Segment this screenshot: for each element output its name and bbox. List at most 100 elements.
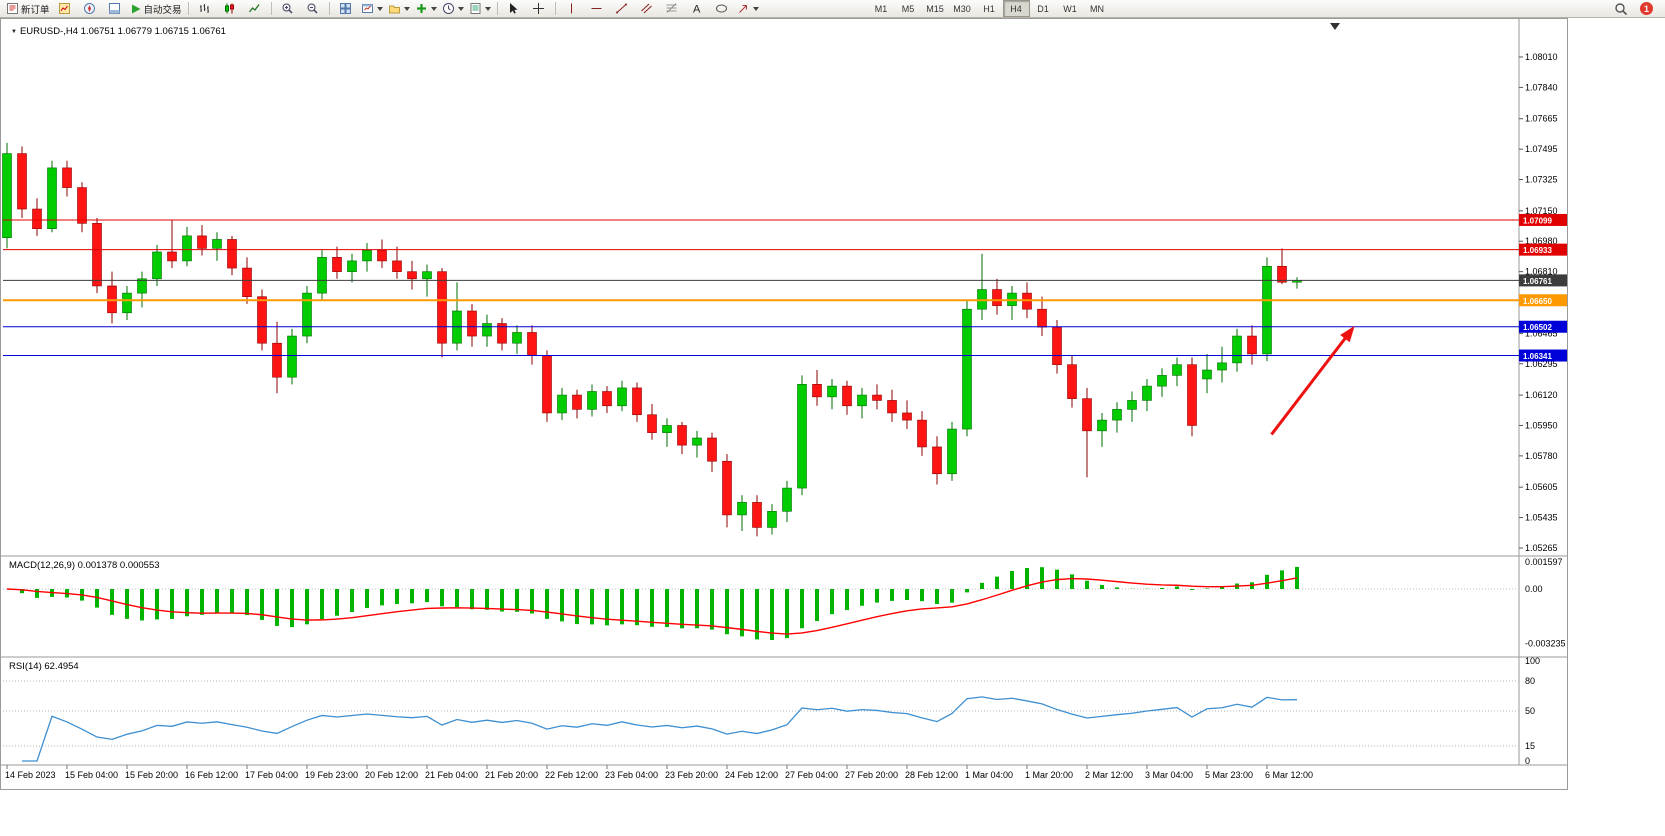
svg-text:1.06295: 1.06295: [1525, 359, 1558, 369]
fibonacci-button[interactable]: [660, 1, 684, 17]
svg-text:0.00: 0.00: [1525, 584, 1543, 594]
svg-text:1.06502: 1.06502: [1523, 323, 1552, 332]
svg-text:1.07099: 1.07099: [1523, 216, 1552, 225]
zoom-in-button[interactable]: [276, 1, 300, 17]
chart-candles-button[interactable]: [218, 1, 242, 17]
svg-text:16 Feb 12:00: 16 Feb 12:00: [185, 770, 238, 780]
crosshair-icon: [533, 3, 545, 14]
zoom-out-icon: [307, 3, 318, 14]
chevron-down-icon: [752, 6, 759, 11]
chevron-down-icon: [430, 6, 437, 11]
svg-text:22 Feb 12:00: 22 Feb 12:00: [545, 770, 598, 780]
cursor-button[interactable]: [502, 1, 526, 17]
svg-text:1.05435: 1.05435: [1525, 513, 1558, 523]
text-tool-icon: A: [693, 4, 701, 16]
line-chart-icon: [249, 4, 260, 13]
new-order-icon: [7, 3, 18, 14]
new-order-button[interactable]: 新订单: [4, 1, 52, 17]
svg-text:23 Feb 04:00: 23 Feb 04:00: [605, 770, 658, 780]
navigator-icon: [84, 3, 96, 14]
candlestick-icon: [225, 3, 235, 14]
new-chart-button[interactable]: [359, 1, 385, 17]
navigator-button[interactable]: [78, 1, 102, 17]
svg-text:1.07840: 1.07840: [1525, 82, 1558, 92]
template-icon: [470, 3, 481, 14]
svg-text:17 Feb 04:00: 17 Feb 04:00: [245, 770, 298, 780]
channel-button[interactable]: [635, 1, 659, 17]
svg-text:21 Feb 20:00: 21 Feb 20:00: [485, 770, 538, 780]
arrows-tool-button[interactable]: [735, 1, 761, 17]
svg-text:0.001597: 0.001597: [1525, 557, 1563, 567]
timeframe-m30-button[interactable]: M30: [953, 3, 971, 14]
svg-text:1.06120: 1.06120: [1525, 390, 1558, 400]
auto-trading-icon: [131, 4, 141, 13]
timeframe-h4-button[interactable]: H4: [1002, 0, 1030, 17]
vline-button[interactable]: [560, 1, 584, 17]
arrow-tool-icon: [738, 5, 747, 13]
svg-text:1.05605: 1.05605: [1525, 482, 1558, 492]
profiles-folder-icon: [388, 5, 400, 14]
svg-text:100: 100: [1525, 656, 1540, 666]
timeframe-m1-button[interactable]: M1: [874, 3, 888, 14]
chart-line-button[interactable]: [243, 1, 267, 17]
clock-icon: [442, 3, 454, 14]
svg-text:1.05780: 1.05780: [1525, 451, 1558, 461]
svg-text:1.07150: 1.07150: [1525, 206, 1558, 216]
crosshair-button[interactable]: [527, 1, 551, 17]
svg-text:24 Feb 12:00: 24 Feb 12:00: [725, 770, 778, 780]
search-button[interactable]: [1609, 1, 1633, 17]
chevron-down-icon: [457, 6, 464, 11]
svg-text:1.05265: 1.05265: [1525, 543, 1558, 553]
template-button[interactable]: [467, 1, 493, 17]
timeframe-w1-button[interactable]: W1: [1063, 3, 1077, 14]
toolbar-separator: [270, 2, 272, 15]
market-watch-icon: [59, 3, 71, 14]
svg-text:-0.003235: -0.003235: [1525, 639, 1566, 649]
svg-text:0: 0: [1525, 756, 1530, 766]
timeframe-m5-button[interactable]: M5: [901, 3, 915, 14]
indicators-button[interactable]: [413, 1, 439, 17]
trendline-icon: [616, 3, 628, 14]
svg-text:1 Mar 04:00: 1 Mar 04:00: [965, 770, 1013, 780]
periods-button[interactable]: [440, 1, 466, 17]
notification-badge[interactable]: 1: [1640, 2, 1653, 15]
svg-text:3 Mar 04:00: 3 Mar 04:00: [1145, 770, 1193, 780]
tile-windows-button[interactable]: [334, 1, 358, 17]
terminal-button[interactable]: [103, 1, 127, 17]
chart-bars-button[interactable]: [193, 1, 217, 17]
auto-trading-button[interactable]: 自动交易: [128, 1, 184, 17]
ellipse-shape-icon: [716, 4, 728, 13]
text-tool-button[interactable]: A: [685, 1, 709, 17]
hline-button[interactable]: [585, 1, 609, 17]
svg-text:1.06341: 1.06341: [1523, 352, 1552, 361]
chart-window: 1.08010 1.07840 1.07665 1.07495 1.07325 1.071…: [0, 18, 1568, 790]
svg-text:19 Feb 23:00: 19 Feb 23:00: [305, 770, 358, 780]
svg-text:6 Mar 12:00: 6 Mar 12:00: [1265, 770, 1313, 780]
svg-text:1.07665: 1.07665: [1525, 114, 1558, 124]
chart-canvas[interactable]: 1.08010 1.07840 1.07665 1.07495 1.07325 1.071…: [1, 19, 1567, 787]
svg-text:1.06650: 1.06650: [1523, 297, 1552, 306]
svg-text:50: 50: [1525, 706, 1535, 716]
svg-text:27 Feb 04:00: 27 Feb 04:00: [785, 770, 838, 780]
timeframe-h1-button[interactable]: H1: [983, 3, 995, 14]
chevron-down-icon: [484, 6, 491, 11]
svg-text:21 Feb 04:00: 21 Feb 04:00: [425, 770, 478, 780]
market-watch-button[interactable]: [53, 1, 77, 17]
svg-text:1.07495: 1.07495: [1525, 144, 1558, 154]
svg-text:A: A: [693, 4, 701, 16]
svg-text:14 Feb 2023: 14 Feb 2023: [5, 770, 56, 780]
svg-text:80: 80: [1525, 676, 1535, 686]
shapes-button[interactable]: [710, 1, 734, 17]
trendline-button[interactable]: [610, 1, 634, 17]
timeframe-d1-button[interactable]: D1: [1037, 3, 1049, 14]
toolbar-right-group: 1: [1609, 1, 1661, 17]
svg-text:15 Feb 20:00: 15 Feb 20:00: [125, 770, 178, 780]
svg-text:20 Feb 12:00: 20 Feb 12:00: [365, 770, 418, 780]
timeframe-mn-button[interactable]: MN: [1090, 3, 1105, 14]
profiles-button[interactable]: [386, 1, 412, 17]
channel-icon: [641, 3, 652, 14]
zoom-out-button[interactable]: [301, 1, 325, 17]
timeframe-m15-button[interactable]: M15: [926, 3, 944, 14]
cursor-icon: [510, 3, 518, 14]
toolbar-separator: [187, 2, 189, 15]
